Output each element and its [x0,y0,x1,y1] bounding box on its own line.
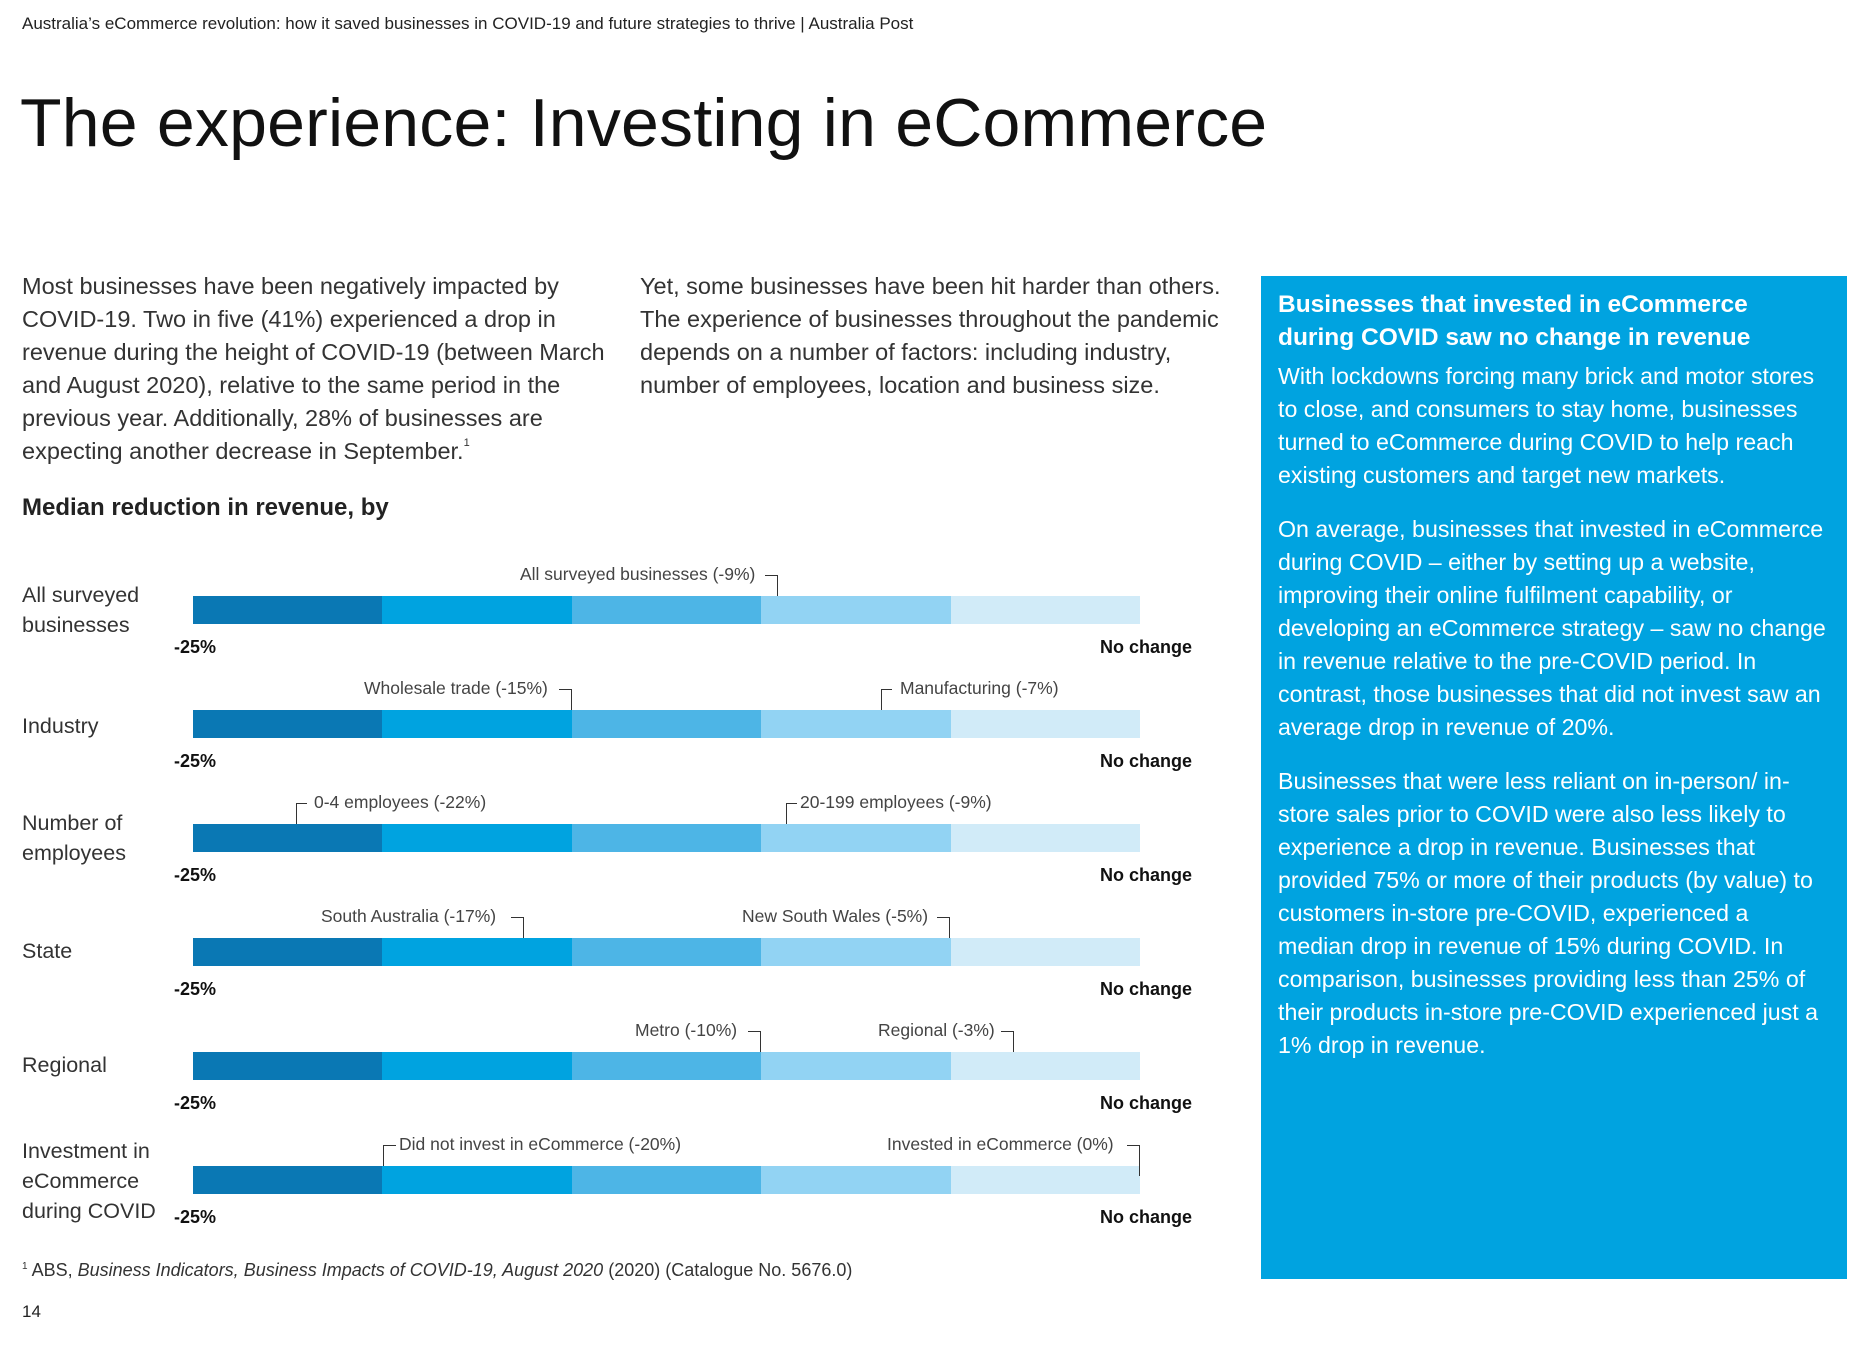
axis-min-label: -25% [174,865,217,885]
callout-paragraph: On average, businesses that invested in … [1278,516,1826,740]
marker-leader [786,803,797,824]
bar-segment [571,710,762,738]
bar-segment [382,1166,572,1194]
bar-employees [193,824,1141,852]
bar-segment [193,596,383,624]
marker-label: 20-199 employees (-9%) [800,792,992,812]
intro-left-paragraph: Most businesses have been negatively imp… [22,270,620,468]
marker-leader [748,1031,761,1052]
marker-label: Manufacturing (-7%) [900,678,1059,698]
page-number: 14 [22,1302,41,1321]
marker-leader [511,917,524,938]
bar-segment [382,938,572,966]
bar-segment [571,1052,762,1080]
axis-max-label: No change [1099,751,1192,771]
axis-max-label: No change [1099,865,1192,885]
bar-segment [950,938,1141,966]
axis-max-label: No change [1099,1207,1192,1227]
marker-label: New South Wales (-5%) [742,906,929,926]
bar-segment [193,938,383,966]
bar-segment [193,1052,383,1080]
bar-industry [193,710,1141,738]
row-label-industry: Industry [22,714,99,738]
footnote-ref: 1 [463,437,470,449]
bar-regional [193,1052,1141,1080]
marker-leader [937,917,950,938]
callout-paragraph: Businesses that were less reliant on in-… [1278,768,1818,1058]
axis-min-label: -25% [174,1093,217,1113]
bar-segment [950,596,1141,624]
marker-leader [765,575,778,596]
bar-state [193,938,1141,966]
marker-leader [1127,1145,1140,1176]
bar-segment [761,710,951,738]
bar-segment [950,1166,1141,1194]
marker-label: Invested in eCommerce (0%) [887,1134,1114,1154]
running-header: Australia’s eCommerce revolution: how it… [22,14,914,33]
callout-title: Businesses that invested in eCommerce du… [1278,291,1751,351]
intro-left-text: Most businesses have been negatively imp… [22,273,605,464]
callout-paragraph: With lockdowns forcing many brick and mo… [1278,363,1815,488]
bar-segment [571,938,762,966]
footnote: 1 ABS, Business Indicators, Business Imp… [22,1260,852,1281]
axis-min-label: -25% [174,979,217,999]
bar-segment [193,710,383,738]
bar-segment [950,824,1141,852]
marker-leader [1001,1031,1014,1052]
bar-segment [950,1052,1141,1080]
bar-segment [193,1166,383,1194]
bar-segment [761,1166,951,1194]
axis-min-label: -25% [174,751,217,771]
bar-segment [382,710,572,738]
row-label-investment: Investment in eCommerce during COVID [22,1139,156,1223]
axis-max-label: No change [1099,979,1192,999]
footnote-source-title: Business Indicators, Business Impacts of… [77,1260,604,1280]
marker-leader [383,1145,396,1166]
bar-segment [761,1052,951,1080]
axis-max-label: No change [1099,637,1192,657]
bar-segment [761,596,951,624]
bar-segment [950,710,1141,738]
axis-max-label: No change [1099,1093,1192,1113]
marker-label: South Australia (-17%) [321,906,497,926]
marker-leader [296,803,307,824]
marker-leader [881,689,892,710]
bar-segment [571,1166,762,1194]
axis-min-label: -25% [174,637,217,657]
marker-label: 0-4 employees (-22%) [314,792,487,812]
marker-label: All surveyed businesses (-9%) [520,564,756,584]
footnote-suffix: (2020) (Catalogue No. 5676.0) [603,1260,853,1280]
marker-leader [559,689,572,710]
row-label-all-surveyed: All surveyed businesses [22,583,140,637]
marker-label: Did not invest in eCommerce (-20%) [399,1134,682,1154]
row-label-regional: Regional [22,1053,107,1077]
footnote-marker: 1 [22,1261,28,1272]
row-label-employees: Number of employees [22,811,126,865]
marker-label: Wholesale trade (-15%) [364,678,548,698]
bar-segment [571,824,762,852]
axis-min-label: -25% [174,1207,217,1227]
page-title: The experience: Investing in eCommerce [20,85,1268,161]
marker-label: Regional (-3%) [878,1020,995,1040]
bar-investment [193,1166,1141,1194]
bar-segment [382,824,572,852]
bar-segment [761,938,951,966]
footnote-prefix: ABS, [31,1260,78,1280]
bar-segment [382,1052,572,1080]
marker-label: Metro (-10%) [635,1020,738,1040]
intro-right-paragraph: Yet, some businesses have been hit harde… [640,273,1221,398]
chart-title: Median reduction in revenue, by [22,494,389,521]
callout-box: Businesses that invested in eCommerce du… [1261,276,1847,1279]
bar-segment [193,824,383,852]
bar-segment [571,596,762,624]
bar-segment [382,596,572,624]
bar-all-surveyed [193,596,1141,624]
bar-segment [761,824,951,852]
row-label-state: State [22,939,73,963]
